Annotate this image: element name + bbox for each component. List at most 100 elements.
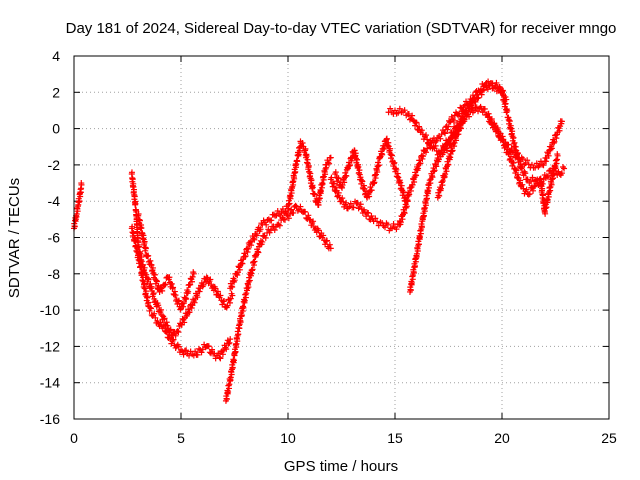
data-marker (159, 287, 166, 294)
data-point (327, 245, 334, 252)
data-marker (365, 209, 372, 216)
data-marker (326, 160, 333, 167)
data-marker (315, 201, 322, 208)
data-marker (355, 163, 362, 170)
data-marker (235, 331, 242, 338)
data-marker (363, 213, 370, 220)
data-marker (236, 266, 243, 273)
data-marker (487, 80, 494, 87)
data-marker (539, 192, 546, 199)
data-marker (442, 171, 449, 178)
data-marker (239, 260, 246, 267)
data-marker (420, 212, 427, 219)
data-marker (292, 202, 299, 209)
data-point (154, 317, 161, 324)
data-point (404, 198, 411, 205)
data-marker (308, 177, 315, 184)
data-marker (311, 191, 318, 198)
data-marker (372, 215, 379, 222)
data-point (327, 154, 334, 161)
data-marker (510, 159, 517, 166)
data-marker (136, 217, 143, 224)
y-tick-label: -2 (48, 157, 61, 173)
data-marker (285, 215, 292, 222)
data-marker (375, 162, 382, 169)
data-marker (76, 198, 83, 205)
series-track-c (128, 223, 234, 362)
data-marker (500, 136, 507, 143)
data-marker (238, 312, 245, 319)
data-marker (450, 129, 457, 136)
x-tick-label: 20 (494, 430, 510, 446)
data-marker (526, 190, 533, 197)
data-marker (429, 174, 436, 181)
data-marker (343, 173, 350, 180)
data-marker (499, 137, 506, 144)
data-marker (315, 227, 322, 234)
data-marker (128, 169, 135, 176)
data-marker (333, 184, 340, 191)
series-track-a (71, 180, 85, 232)
data-marker (387, 105, 394, 112)
data-marker (237, 319, 244, 326)
data-marker (393, 226, 400, 233)
data-marker (245, 245, 252, 252)
data-marker (169, 337, 176, 344)
data-marker (401, 107, 408, 114)
data-marker (414, 248, 421, 255)
data-marker (161, 282, 168, 289)
data-marker (444, 147, 451, 154)
data-marker (180, 300, 187, 307)
data-marker (177, 306, 184, 313)
data-marker (406, 191, 413, 198)
data-marker (287, 192, 294, 199)
data-marker (328, 174, 335, 181)
data-marker (432, 142, 439, 149)
data-marker (371, 179, 378, 186)
data-marker (418, 127, 425, 134)
data-marker (221, 297, 228, 304)
data-marker (506, 118, 513, 125)
data-point (306, 216, 313, 223)
data-marker (263, 221, 270, 228)
data-marker (309, 184, 316, 191)
data-marker (478, 91, 485, 98)
data-marker (457, 125, 464, 132)
data-marker (447, 136, 454, 143)
data-marker (244, 248, 251, 255)
data-point (451, 125, 458, 132)
data-marker (416, 157, 423, 164)
x-axis-label: GPS time / hours (284, 458, 398, 475)
data-marker (137, 263, 144, 270)
data-marker (499, 90, 506, 97)
data-marker (329, 183, 336, 190)
data-marker (475, 108, 482, 115)
y-tick-label: -8 (48, 266, 61, 282)
data-marker (73, 211, 80, 218)
data-marker (548, 145, 555, 152)
data-marker (351, 147, 358, 154)
x-tick-label: 10 (280, 430, 296, 446)
data-marker (335, 175, 342, 182)
data-marker (379, 151, 386, 158)
data-marker (543, 204, 550, 211)
data-marker (384, 221, 391, 228)
data-point (163, 328, 170, 335)
data-marker (547, 146, 554, 153)
data-marker (494, 124, 501, 131)
data-marker (442, 130, 449, 137)
data-marker (316, 195, 323, 202)
data-point (229, 292, 236, 299)
data-marker (539, 185, 546, 192)
data-marker (545, 152, 552, 159)
data-marker (425, 188, 432, 195)
data-marker (408, 279, 415, 286)
data-marker (245, 284, 252, 291)
data-marker (502, 100, 509, 107)
y-tick-label: 2 (52, 84, 60, 100)
data-marker (189, 273, 196, 280)
data-marker (162, 281, 169, 288)
y-tick-label: -14 (40, 375, 60, 391)
data-marker (396, 105, 403, 112)
data-marker (214, 288, 221, 295)
